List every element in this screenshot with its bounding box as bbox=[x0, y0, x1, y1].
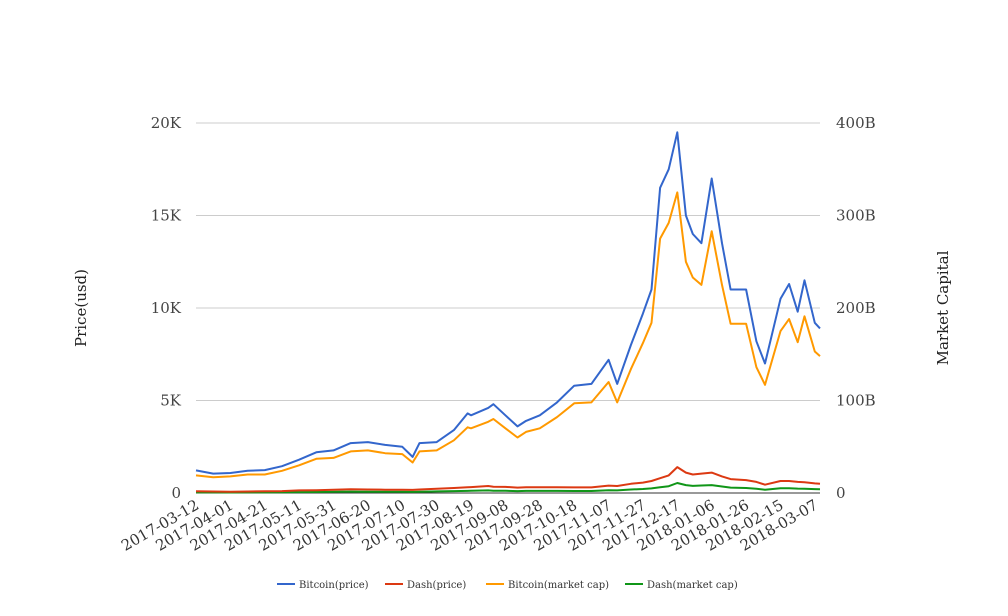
y2-tick-label: 300B bbox=[836, 207, 876, 225]
legend-label: Bitcoin(price) bbox=[299, 580, 369, 591]
series-lines bbox=[195, 131, 821, 494]
y-tick-label: 5K bbox=[160, 392, 182, 410]
gridlines bbox=[196, 122, 820, 494]
legend: Bitcoin(price) Dash(price) Bitcoin(market … bbox=[277, 580, 738, 591]
y2-axis-title: Market Capital bbox=[934, 250, 952, 365]
y2-tick-label: 100B bbox=[836, 392, 876, 410]
series-line-3 bbox=[196, 482, 821, 494]
y-tick-label: 15K bbox=[151, 207, 182, 225]
y2-tick-label: 200B bbox=[836, 299, 876, 317]
y-axis-title: Price(usd) bbox=[72, 269, 90, 347]
series-line-0 bbox=[195, 131, 821, 475]
series-line-2 bbox=[195, 191, 821, 479]
series-line-1 bbox=[195, 466, 821, 493]
left-axis-ticks: 0 5K 10K 15K 20K bbox=[151, 114, 182, 502]
y2-tick-label: 400B bbox=[836, 114, 876, 132]
legend-item[interactable]: Dash(market cap) bbox=[625, 580, 738, 591]
x-axis-ticks: 2017-03-122017-04-012017-04-212017-05-11… bbox=[118, 496, 821, 555]
legend-item[interactable]: Dash(price) bbox=[385, 580, 466, 591]
legend-label: Dash(price) bbox=[407, 580, 466, 591]
legend-label: Bitcoin(market cap) bbox=[508, 580, 609, 591]
y2-tick-label: 0 bbox=[836, 484, 846, 502]
right-axis-ticks: 0 100B 200B 300B 400B bbox=[836, 114, 876, 502]
y-tick-label: 20K bbox=[151, 114, 182, 132]
legend-item[interactable]: Bitcoin(market cap) bbox=[486, 580, 609, 591]
legend-label: Dash(market cap) bbox=[647, 580, 738, 591]
legend-item[interactable]: Bitcoin(price) bbox=[277, 580, 369, 591]
y-tick-label: 10K bbox=[151, 299, 182, 317]
y-tick-label: 0 bbox=[171, 484, 181, 502]
